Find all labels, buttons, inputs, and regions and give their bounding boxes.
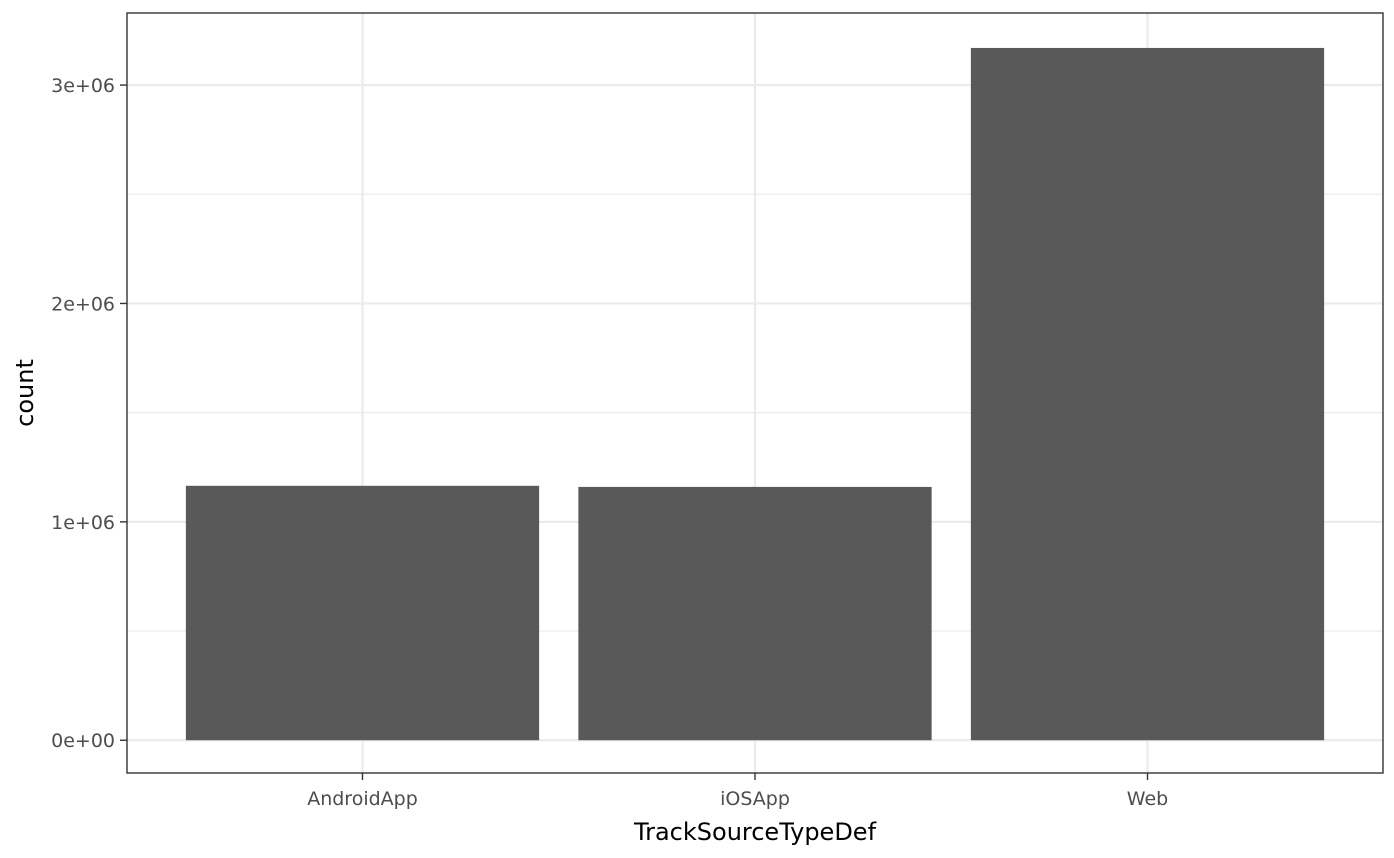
x-tick-label-androidapp: AndroidApp bbox=[307, 788, 418, 810]
y-tick-label-0: 0e+00 bbox=[51, 730, 115, 752]
y-axis-title: count bbox=[11, 359, 39, 427]
y-tick-label-2: 2e+06 bbox=[51, 293, 115, 315]
x-tick-label-iosapp: iOSApp bbox=[720, 788, 790, 810]
bar-web bbox=[970, 47, 1325, 741]
y-tick-label-3: 3e+06 bbox=[51, 75, 115, 97]
x-tick-label-web: Web bbox=[1127, 788, 1168, 810]
bar-iosapp bbox=[578, 486, 932, 741]
bar-androidapp bbox=[185, 485, 540, 741]
bars bbox=[185, 47, 1325, 741]
y-tick-label-1: 1e+06 bbox=[51, 512, 115, 534]
y-axis: 0e+00 1e+06 2e+06 3e+06 bbox=[51, 75, 127, 752]
x-axis-title: TrackSourceTypeDef bbox=[633, 818, 877, 846]
x-axis: AndroidApp iOSApp Web bbox=[307, 773, 1168, 810]
